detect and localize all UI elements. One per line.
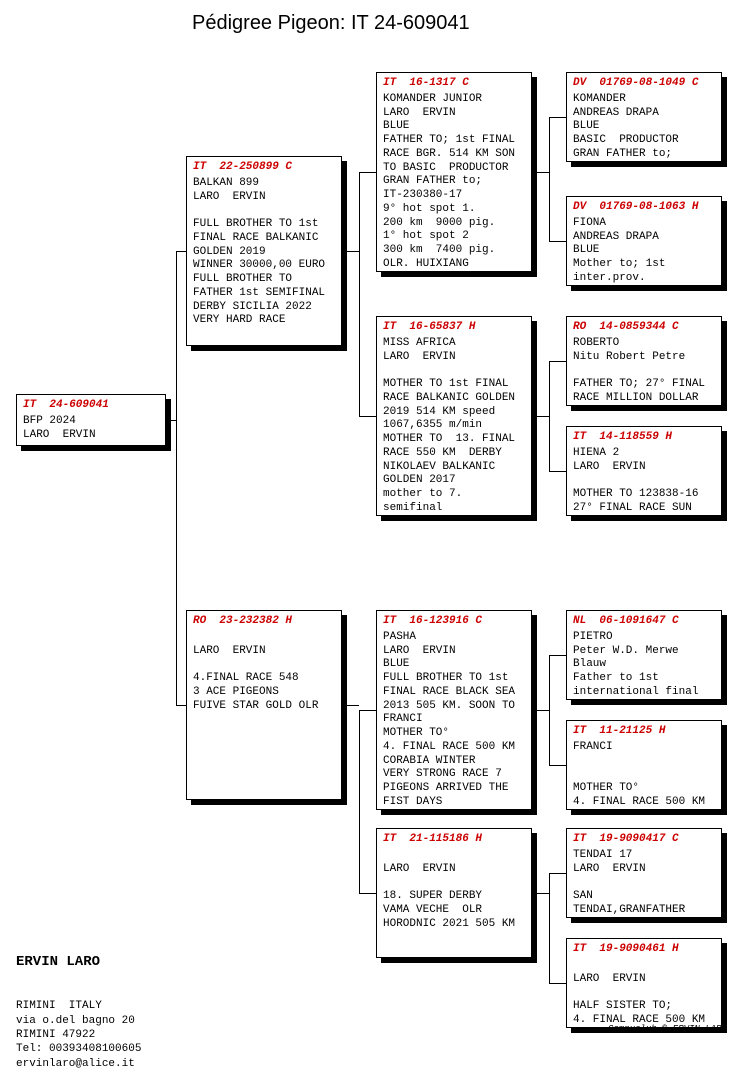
connector-h [359, 710, 376, 711]
grandparent-box-3-body: LARO ERVIN 18. SUPER DERBY VAMA VECHE OL… [383, 849, 525, 932]
grandparent-box-1-header: IT 16-65837 H [383, 321, 525, 335]
connector-h [176, 705, 186, 706]
greatgrandparent-box-2-body: ROBERTO Nitu Robert Petre FATHER TO; 27°… [573, 337, 715, 406]
greatgrandparent-box-5-body: FRANCI MOTHER TO° 4. FINAL RACE 500 KM [573, 741, 715, 810]
greatgrandparent-box-7-header: IT 19-9090461 H [573, 943, 715, 957]
greatgrandparent-box-5-header: IT 11-21125 H [573, 725, 715, 739]
connector-h [549, 471, 566, 472]
subject-box: IT 24-609041 BFP 2024 LARO ERVIN [16, 394, 166, 446]
connector-h [549, 655, 566, 656]
greatgrandparent-box-0-body: KOMANDER ANDREAS DRAPA BLUE BASIC PRODUC… [573, 93, 715, 162]
connector-v [549, 873, 550, 983]
greatgrandparent-box-5: IT 11-21125 H FRANCI MOTHER TO° 4. FINAL … [566, 720, 722, 810]
greatgrandparent-box-6: IT 19-9090417 C TENDAI 17 LARO ERVIN SAN … [566, 828, 722, 918]
credit-line: Compuclub © ERVIN LARO [608, 1024, 727, 1034]
connector-v [359, 172, 360, 416]
connector-v [176, 251, 177, 705]
grandparent-box-3-header: IT 21-115186 H [383, 833, 525, 847]
grandparent-box-2: IT 16-123916 C PASHA LARO ERVIN BLUE FULL… [376, 610, 532, 810]
connector-h [549, 983, 566, 984]
greatgrandparent-box-6-header: IT 19-9090417 C [573, 833, 715, 847]
greatgrandparent-box-2-header: RO 14-0859344 C [573, 321, 715, 335]
greatgrandparent-box-4: NL 06-1091647 C PIETRO Peter W.D. Merwe B… [566, 610, 722, 700]
sire-box-header: IT 22-250899 C [193, 161, 335, 175]
connector-v [549, 655, 550, 765]
connector-h [359, 172, 376, 173]
connector-h [549, 241, 566, 242]
greatgrandparent-box-3-header: IT 14-118559 H [573, 431, 715, 445]
owner-block: ERVIN LARO RIMINI ITALY via o.del bagno … [16, 924, 141, 1085]
connector-v [549, 361, 550, 471]
greatgrandparent-box-2: RO 14-0859344 C ROBERTO Nitu Robert Petre… [566, 316, 722, 406]
grandparent-box-2-body: PASHA LARO ERVIN BLUE FULL BROTHER TO 1s… [383, 631, 525, 810]
grandparent-box-0: IT 16-1317 C KOMANDER JUNIOR LARO ERVIN B… [376, 72, 532, 272]
subject-box-header: IT 24-609041 [23, 399, 159, 413]
grandparent-box-1-body: MISS AFRICA LARO ERVIN MOTHER TO 1st FIN… [383, 337, 525, 516]
connector-v [359, 710, 360, 893]
connector-h [359, 893, 376, 894]
greatgrandparent-box-6-body: TENDAI 17 LARO ERVIN SAN TENDAI,GRANFATH… [573, 849, 715, 918]
connector-h [176, 251, 186, 252]
greatgrandparent-box-0-header: DV 01769-08-1049 C [573, 77, 715, 91]
connector-h [549, 765, 566, 766]
grandparent-box-2-header: IT 16-123916 C [383, 615, 525, 629]
grandparent-box-1: IT 16-65837 H MISS AFRICA LARO ERVIN MOTH… [376, 316, 532, 516]
subject-box-body: BFP 2024 LARO ERVIN [23, 415, 159, 443]
greatgrandparent-box-3: IT 14-118559 H HIENA 2 LARO ERVIN MOTHER … [566, 426, 722, 516]
connector-h [549, 873, 566, 874]
dam-box-header: RO 23-232382 H [193, 615, 335, 629]
owner-name: ERVIN LARO [16, 953, 141, 971]
dam-box: RO 23-232382 H LARO ERVIN 4.FINAL RACE 5… [186, 610, 342, 800]
grandparent-box-3: IT 21-115186 H LARO ERVIN 18. SUPER DERB… [376, 828, 532, 958]
connector-h [549, 117, 566, 118]
sire-box-body: BALKAN 899 LARO ERVIN FULL BROTHER TO 1s… [193, 177, 335, 328]
page-title: Pédigree Pigeon: IT 24-609041 [192, 12, 470, 35]
greatgrandparent-box-3-body: HIENA 2 LARO ERVIN MOTHER TO 123838-16 2… [573, 447, 715, 516]
greatgrandparent-box-1: DV 01769-08-1063 H FIONA ANDREAS DRAPA BL… [566, 196, 722, 286]
connector-h [549, 361, 566, 362]
grandparent-box-0-header: IT 16-1317 C [383, 77, 525, 91]
dam-box-body: LARO ERVIN 4.FINAL RACE 548 3 ACE PIGEON… [193, 631, 335, 714]
owner-address: RIMINI ITALY via o.del bagno 20 RIMINI 4… [16, 999, 141, 1070]
connector-h [359, 416, 376, 417]
greatgrandparent-box-1-header: DV 01769-08-1063 H [573, 201, 715, 215]
connector-v [549, 117, 550, 241]
greatgrandparent-box-7: IT 19-9090461 H LARO ERVIN HALF SISTER T… [566, 938, 722, 1028]
sire-box: IT 22-250899 C BALKAN 899 LARO ERVIN FULL… [186, 156, 342, 346]
greatgrandparent-box-4-body: PIETRO Peter W.D. Merwe Blauw Father to … [573, 631, 715, 700]
grandparent-box-0-body: KOMANDER JUNIOR LARO ERVIN BLUE FATHER T… [383, 93, 525, 272]
greatgrandparent-box-7-body: LARO ERVIN HALF SISTER TO; 4. FINAL RACE… [573, 959, 715, 1028]
greatgrandparent-box-1-body: FIONA ANDREAS DRAPA BLUE Mother to; 1st … [573, 217, 715, 286]
greatgrandparent-box-0: DV 01769-08-1049 C KOMANDER ANDREAS DRAPA… [566, 72, 722, 162]
greatgrandparent-box-4-header: NL 06-1091647 C [573, 615, 715, 629]
